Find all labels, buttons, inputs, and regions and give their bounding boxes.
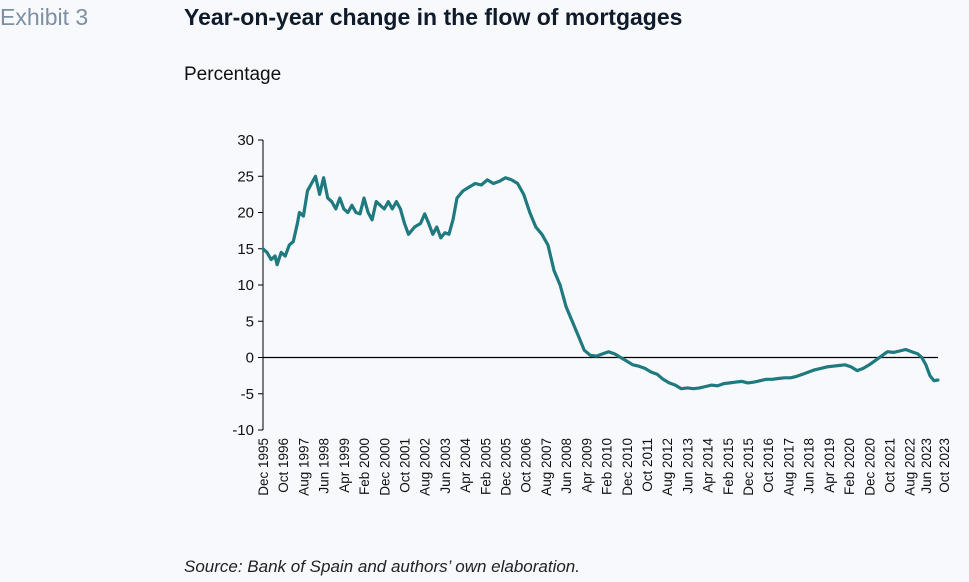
y-tick-label: 30: [237, 132, 254, 149]
x-tick-label: Feb 2010: [600, 438, 615, 495]
y-tick-label: 20: [237, 205, 254, 222]
x-tick-label: Apr 2009: [579, 438, 594, 493]
x-tick-label: Dec 2005: [499, 438, 514, 496]
x-tick-label: Oct 2006: [519, 438, 534, 493]
x-tick-label: Dec 2020: [862, 438, 877, 496]
x-tick-label: Jun 1998: [317, 438, 332, 494]
y-tick-label: 25: [237, 168, 254, 185]
x-tick-label: Feb 2000: [357, 438, 372, 495]
x-tick-label: Dec 2000: [377, 438, 392, 496]
x-tick-label: Dec 2010: [620, 438, 635, 496]
x-tick-label: Jun 2008: [559, 438, 574, 494]
x-tick-label: Jun 2018: [802, 438, 817, 494]
y-tick-label: -10: [232, 422, 254, 439]
x-tick-label: Aug 2022: [903, 438, 918, 496]
x-tick-label: Feb 2015: [721, 438, 736, 495]
x-tick-label: Oct 2023: [937, 438, 952, 493]
x-tick-label: Apr 2004: [458, 438, 473, 493]
x-tick-label: Apr 1999: [337, 438, 352, 493]
series-line: [261, 174, 940, 391]
x-tick-label: Dec 1995: [256, 438, 271, 496]
x-tick-label: Oct 2001: [397, 438, 412, 493]
source-note: Source: Bank of Spain and authors’ own e…: [184, 557, 580, 576]
y-tick-label: 15: [237, 241, 254, 258]
x-tick-label: Apr 2014: [701, 438, 716, 493]
y-tick-label: 0: [246, 350, 254, 367]
x-tick-label: Oct 2011: [640, 438, 655, 492]
x-tick-label: Jun 2013: [680, 438, 695, 494]
exhibit-label: Exhibit 3: [0, 4, 89, 30]
x-tick-label: Aug 2012: [660, 438, 675, 496]
series-layer: [261, 174, 940, 391]
x-tick-label: Oct 2016: [761, 438, 776, 493]
x-tick-label: Jun 2003: [438, 438, 453, 494]
x-tick-label: Dec 2015: [741, 438, 756, 496]
x-tick-label: Aug 2017: [781, 438, 796, 496]
y-tick-label: -5: [241, 386, 254, 403]
chart-title: Year-on-year change in the flow of mortg…: [184, 4, 683, 30]
y-tick-label: 10: [237, 277, 254, 294]
x-tick-label: Jun 2023: [919, 438, 934, 494]
y-tick-label: 5: [246, 313, 254, 330]
x-tick-label: Oct 1996: [276, 438, 291, 493]
chart-axes: [258, 139, 938, 431]
x-tick-label: Aug 1997: [296, 438, 311, 496]
x-tick-label: Apr 2019: [822, 438, 837, 493]
y-axis-unit-label: Percentage: [184, 64, 282, 85]
x-tick-label: Feb 2020: [842, 438, 857, 495]
x-tick-label: Feb 2005: [478, 438, 493, 495]
x-tick-label: Oct 2021: [882, 438, 897, 493]
x-tick-label: Aug 2007: [539, 438, 554, 496]
x-tick-label: Aug 2002: [418, 438, 433, 496]
